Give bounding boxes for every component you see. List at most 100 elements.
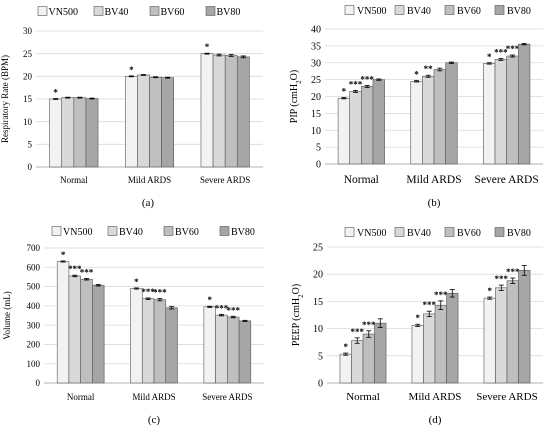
bar bbox=[137, 74, 150, 168]
y-tick-label: 15 bbox=[23, 94, 33, 104]
significance-marker: * bbox=[134, 277, 139, 287]
x-tick-label: Normal bbox=[60, 175, 88, 185]
legend-swatch bbox=[37, 6, 48, 16]
bar bbox=[337, 97, 351, 165]
significance-marker: *** bbox=[141, 287, 155, 297]
legend-swatch bbox=[51, 226, 62, 236]
bar bbox=[339, 353, 352, 384]
bar bbox=[517, 43, 531, 165]
significance-marker: *** bbox=[434, 290, 448, 300]
panel-label: (c) bbox=[148, 414, 161, 426]
significance-marker: * bbox=[342, 87, 347, 97]
legend-swatch bbox=[149, 6, 160, 16]
legend-swatch bbox=[93, 6, 104, 16]
y-tick-label: 15 bbox=[311, 109, 321, 120]
bar bbox=[433, 69, 446, 165]
legend-swatch bbox=[344, 5, 355, 15]
y-tick-label: 400 bbox=[27, 301, 41, 311]
legend-swatch bbox=[344, 227, 355, 237]
x-tick-label: Severe ARDS bbox=[200, 175, 250, 185]
legend-label: BV40 bbox=[119, 227, 143, 238]
y-tick-label: 30 bbox=[311, 58, 321, 69]
y-tick-label: 0 bbox=[36, 378, 41, 388]
legend-swatch bbox=[205, 6, 216, 16]
y-tick-label: 25 bbox=[23, 49, 33, 59]
y-tick-label: 500 bbox=[27, 282, 41, 292]
x-tick-label: Normal bbox=[344, 174, 379, 186]
y-tick-label: 700 bbox=[27, 243, 41, 253]
significance-marker: *** bbox=[494, 47, 508, 57]
significance-marker: * bbox=[487, 286, 492, 296]
bar bbox=[149, 76, 162, 168]
y-tick-label: 25 bbox=[311, 75, 321, 86]
y-tick-label: 5 bbox=[316, 143, 321, 154]
x-tick-label: Severe ARDS bbox=[202, 392, 252, 402]
significance-marker: * bbox=[205, 42, 210, 52]
legend-swatch bbox=[219, 226, 230, 236]
panel-label: (d) bbox=[429, 414, 442, 426]
y-tick-label: 0 bbox=[28, 162, 33, 172]
bar bbox=[422, 75, 435, 165]
legend-label: BV40 bbox=[407, 6, 431, 17]
y-tick-label: 10 bbox=[23, 117, 33, 127]
bar bbox=[224, 55, 238, 168]
bar bbox=[130, 288, 143, 384]
bar bbox=[92, 284, 105, 384]
bar bbox=[434, 304, 447, 384]
significance-marker: *** bbox=[422, 300, 436, 310]
significance-marker: *** bbox=[360, 74, 374, 84]
x-tick-label: Normal bbox=[346, 391, 380, 403]
panel-label: (b) bbox=[428, 197, 441, 209]
bar bbox=[80, 278, 93, 384]
y-axis-label: Respiratory Rate (BPM) bbox=[0, 55, 10, 143]
y-tick-label: 40 bbox=[311, 25, 321, 36]
bar bbox=[506, 55, 519, 165]
bar bbox=[165, 307, 178, 384]
bar bbox=[61, 97, 75, 168]
legend-label: VN500 bbox=[49, 7, 78, 18]
x-tick-label: Severe ARDS bbox=[475, 174, 539, 186]
legend-swatch bbox=[444, 5, 455, 15]
y-tick-label: 30 bbox=[23, 26, 33, 36]
significance-marker: *** bbox=[349, 79, 363, 89]
bar bbox=[483, 297, 496, 384]
legend-label: BV40 bbox=[407, 228, 431, 239]
y-tick-label: 25 bbox=[313, 243, 323, 254]
significance-marker: *** bbox=[80, 267, 94, 277]
legend-swatch bbox=[494, 227, 505, 237]
significance-marker: * bbox=[129, 65, 134, 75]
significance-marker: *** bbox=[226, 305, 240, 315]
x-tick-label: Mild ARDS bbox=[409, 391, 462, 403]
y-tick-label: 0 bbox=[318, 379, 323, 390]
legend-swatch bbox=[163, 226, 174, 236]
significance-marker: * bbox=[61, 250, 66, 260]
bar bbox=[212, 54, 226, 168]
y-tick-label: 20 bbox=[313, 270, 323, 281]
legend-label: BV80 bbox=[507, 6, 531, 17]
bar bbox=[141, 298, 155, 384]
bar bbox=[445, 62, 458, 165]
bar bbox=[446, 292, 459, 384]
y-axis-label: PEEP (cmH2O) bbox=[291, 284, 305, 346]
x-tick-label: Mild ARDS bbox=[406, 174, 461, 186]
bar bbox=[362, 333, 375, 384]
y-tick-label: 100 bbox=[27, 359, 41, 369]
legend-label: BV60 bbox=[161, 7, 185, 18]
bar bbox=[49, 98, 63, 168]
legend-swatch bbox=[107, 226, 118, 236]
legend-label: BV80 bbox=[507, 228, 531, 239]
y-tick-label: 10 bbox=[313, 324, 323, 335]
bar bbox=[215, 314, 228, 384]
significance-marker: *** bbox=[68, 264, 82, 274]
significance-marker: * bbox=[487, 52, 492, 62]
legend-label: BV60 bbox=[457, 228, 481, 239]
y-tick-label: 5 bbox=[318, 351, 323, 362]
x-tick-label: Mild ARDS bbox=[132, 392, 175, 402]
bar bbox=[506, 280, 519, 384]
legend-label: BV60 bbox=[457, 6, 481, 17]
bar bbox=[494, 59, 507, 165]
bar bbox=[374, 322, 387, 384]
significance-marker: *** bbox=[153, 288, 167, 298]
bar bbox=[495, 287, 508, 384]
